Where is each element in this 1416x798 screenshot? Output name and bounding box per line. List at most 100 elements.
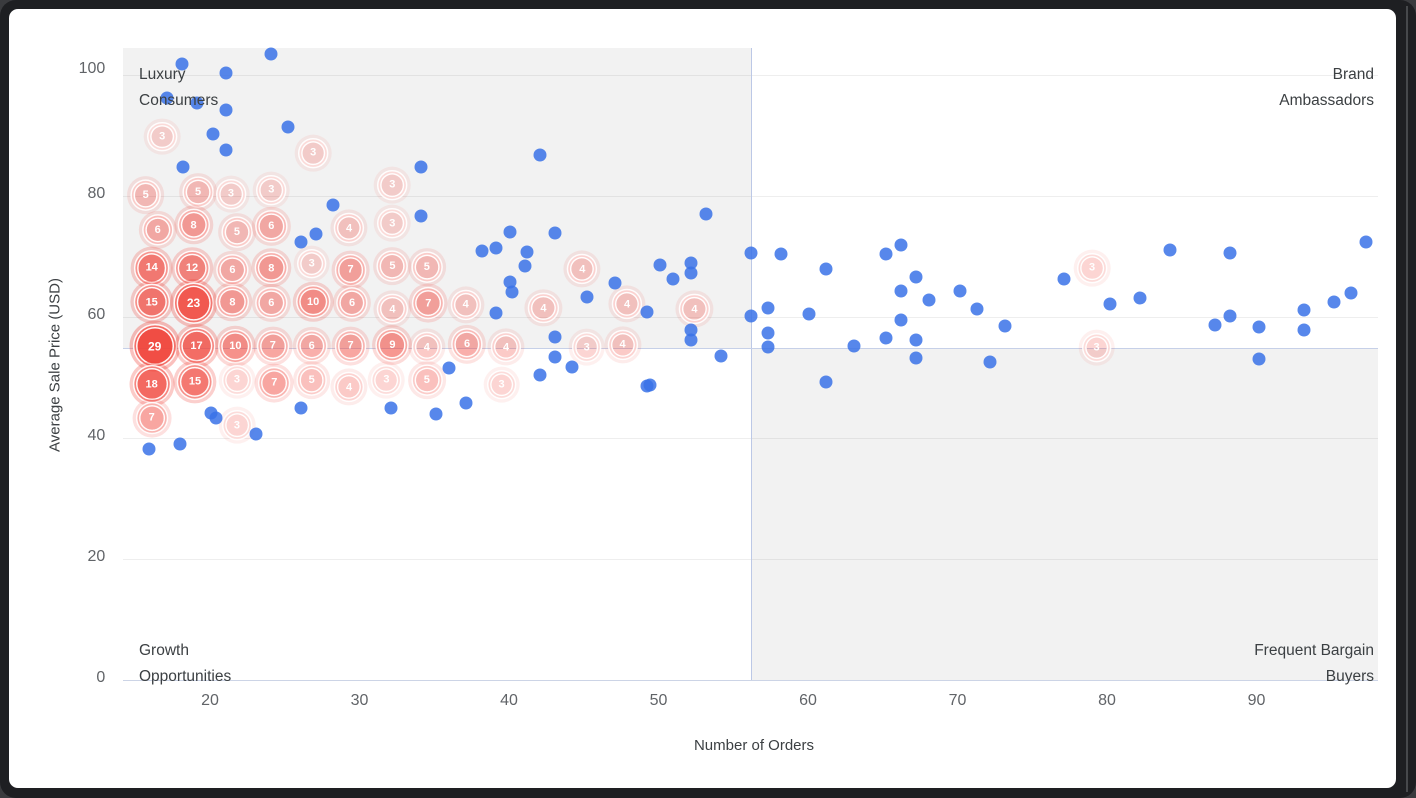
- data-point[interactable]: [442, 361, 456, 375]
- data-point[interactable]: [414, 209, 428, 223]
- data-point[interactable]: [281, 120, 295, 134]
- data-point[interactable]: [475, 244, 489, 258]
- cluster-bubble[interactable]: 4: [416, 336, 438, 358]
- data-point[interactable]: [684, 333, 698, 347]
- data-point[interactable]: [175, 57, 189, 71]
- cluster-bubble[interactable]: 6: [340, 291, 364, 315]
- data-point[interactable]: [219, 143, 233, 157]
- cluster-bubble[interactable]: 3: [491, 374, 512, 396]
- data-point[interactable]: [326, 198, 340, 212]
- cluster-bubble[interactable]: 3: [260, 179, 282, 201]
- data-point[interactable]: [429, 407, 443, 421]
- data-point[interactable]: [173, 437, 187, 451]
- cluster-bubble[interactable]: 8: [181, 213, 206, 237]
- data-point[interactable]: [666, 272, 680, 286]
- cluster-bubble[interactable]: 3: [576, 336, 598, 358]
- data-point[interactable]: [580, 290, 594, 304]
- cluster-bubble[interactable]: 7: [339, 334, 362, 358]
- cluster-bubble[interactable]: 7: [261, 334, 285, 358]
- cluster-bubble[interactable]: 4: [532, 297, 554, 319]
- data-point[interactable]: [1163, 243, 1177, 257]
- cluster-bubble[interactable]: 5: [134, 183, 157, 206]
- data-point[interactable]: [714, 349, 728, 363]
- data-point[interactable]: [953, 284, 967, 298]
- cluster-bubble[interactable]: 7: [416, 291, 440, 315]
- data-point[interactable]: [176, 160, 190, 174]
- data-point[interactable]: [1297, 323, 1311, 337]
- data-point[interactable]: [699, 207, 713, 221]
- data-point[interactable]: [206, 127, 220, 141]
- data-point[interactable]: [520, 245, 534, 259]
- data-point[interactable]: [983, 355, 997, 369]
- data-point[interactable]: [909, 270, 923, 284]
- data-point[interactable]: [1223, 246, 1237, 260]
- data-point[interactable]: [505, 285, 519, 299]
- data-point[interactable]: [1223, 309, 1237, 323]
- cluster-bubble[interactable]: 3: [1086, 337, 1107, 359]
- cluster-bubble[interactable]: 15: [138, 288, 166, 316]
- data-point[interactable]: [209, 411, 223, 425]
- data-point[interactable]: [909, 333, 923, 347]
- cluster-bubble[interactable]: 3: [151, 126, 173, 148]
- cluster-bubble[interactable]: 4: [495, 336, 517, 358]
- cluster-bubble[interactable]: 3: [382, 174, 403, 196]
- data-point[interactable]: [819, 375, 833, 389]
- data-point[interactable]: [684, 323, 698, 337]
- cluster-bubble[interactable]: 3: [301, 253, 322, 275]
- cluster-bubble[interactable]: 17: [182, 331, 211, 361]
- data-point[interactable]: [684, 266, 698, 280]
- data-point[interactable]: [761, 326, 775, 340]
- cluster-bubble[interactable]: 18: [137, 369, 167, 399]
- cluster-bubble[interactable]: 4: [612, 334, 634, 356]
- data-point[interactable]: [1297, 303, 1311, 317]
- data-point[interactable]: [1344, 286, 1358, 300]
- data-point[interactable]: [503, 225, 517, 239]
- data-point[interactable]: [190, 96, 204, 110]
- cluster-bubble[interactable]: 7: [339, 258, 362, 282]
- data-point[interactable]: [643, 378, 657, 392]
- cluster-bubble[interactable]: 3: [302, 142, 324, 164]
- data-point[interactable]: [219, 103, 233, 117]
- data-point[interactable]: [847, 339, 861, 353]
- data-point[interactable]: [1057, 272, 1071, 286]
- data-point[interactable]: [761, 340, 775, 354]
- cluster-bubble[interactable]: 10: [300, 289, 326, 315]
- data-point[interactable]: [640, 305, 654, 319]
- cluster-bubble[interactable]: 6: [146, 218, 169, 242]
- data-point[interactable]: [384, 401, 398, 415]
- data-point[interactable]: [533, 368, 547, 382]
- data-point[interactable]: [309, 227, 323, 241]
- data-point[interactable]: [998, 319, 1012, 333]
- cluster-bubble[interactable]: 5: [415, 369, 438, 391]
- cluster-bubble[interactable]: 15: [181, 368, 209, 396]
- data-point[interactable]: [294, 235, 308, 249]
- data-point[interactable]: [744, 246, 758, 260]
- cluster-bubble[interactable]: 8: [259, 256, 283, 280]
- data-point[interactable]: [1133, 291, 1147, 305]
- data-point[interactable]: [879, 331, 893, 345]
- data-point[interactable]: [294, 401, 308, 415]
- cluster-bubble[interactable]: 4: [338, 217, 360, 239]
- data-point[interactable]: [894, 238, 908, 252]
- data-point[interactable]: [565, 360, 579, 374]
- data-point[interactable]: [548, 226, 562, 240]
- data-point[interactable]: [548, 330, 562, 344]
- data-point[interactable]: [1327, 295, 1341, 309]
- data-point[interactable]: [894, 313, 908, 327]
- data-point[interactable]: [761, 301, 775, 315]
- data-point[interactable]: [744, 309, 758, 323]
- cluster-bubble[interactable]: 5: [187, 180, 209, 203]
- cluster-bubble[interactable]: 7: [262, 371, 286, 395]
- data-point[interactable]: [489, 241, 503, 255]
- data-point[interactable]: [1103, 297, 1117, 311]
- data-point[interactable]: [970, 302, 984, 316]
- cluster-bubble[interactable]: 3: [226, 414, 248, 436]
- data-point[interactable]: [459, 396, 473, 410]
- cluster-bubble[interactable]: 6: [260, 291, 283, 315]
- cluster-bubble[interactable]: 5: [300, 369, 323, 391]
- data-point[interactable]: [1359, 235, 1373, 249]
- cluster-bubble[interactable]: 7: [140, 406, 164, 430]
- cluster-bubble[interactable]: 8: [220, 290, 245, 314]
- data-point[interactable]: [819, 262, 833, 276]
- cluster-bubble[interactable]: 14: [138, 254, 166, 282]
